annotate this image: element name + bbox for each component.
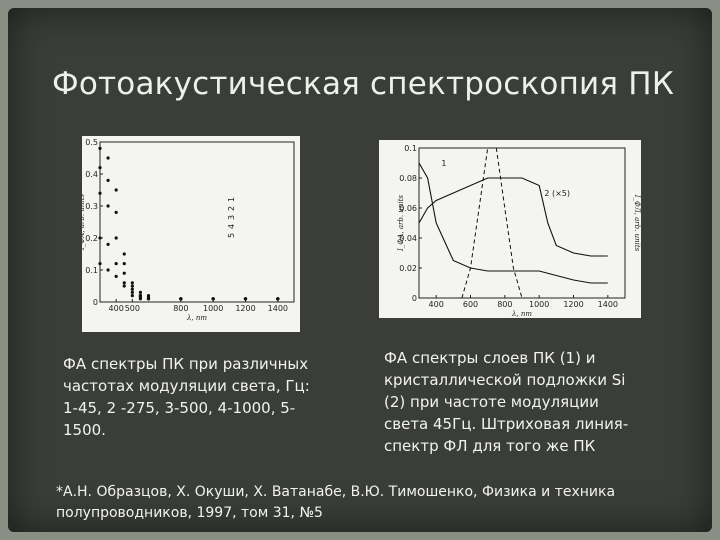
data-point-series-4 <box>114 262 118 266</box>
data-point-series-1 <box>98 146 102 150</box>
y-tick-label: 0.4 <box>85 170 98 179</box>
x-tick-label: 1400 <box>268 304 288 313</box>
data-point-series-5 <box>122 284 126 288</box>
slide-title: Фотоакустическая спектроскопия ПК <box>52 66 675 102</box>
x-tick-label: 1000 <box>529 300 549 309</box>
data-point-series-2 <box>122 262 126 266</box>
x-axis-label: λ, nm <box>186 314 207 322</box>
x-tick-label: 600 <box>463 300 478 309</box>
data-point-series-5 <box>211 297 215 301</box>
y-axis-label: I_ФА, arb. units <box>397 195 405 252</box>
plot-frame <box>99 141 295 303</box>
data-point-series-3 <box>114 236 118 240</box>
pa-spectra-chart-right: 400 600 800 1000 1200 1400 0.1 0.08 0.06 0.04 0.02… <box>397 144 641 318</box>
legend-label: 4 <box>227 224 236 229</box>
reference-citation: *А.Н. Образцов, Х. Окуши, Х. Ватанабе, В… <box>56 484 616 521</box>
caption-left: ФА спектры ПК при различных частотах мод… <box>63 355 310 439</box>
data-point-series-4 <box>130 290 134 294</box>
data-point-series-5 <box>146 297 151 301</box>
data-point-series-2 <box>130 284 134 288</box>
series-line-2 <box>418 177 608 257</box>
data-point-series-2 <box>106 178 110 182</box>
data-point-series-4 <box>98 236 102 240</box>
series-label-2: 2 (×5) <box>544 189 570 198</box>
caption-right: ФА спектры слоев ПК (1) и кристаллическо… <box>384 349 629 455</box>
pa-spectra-chart-left: 400 500 800 1000 1200 1400 0.5 0.4 0.3 0.2 0.1 0 λ, … <box>82 138 295 322</box>
data-point-series-5 <box>106 268 110 272</box>
y-tick-label: 0.5 <box>85 138 98 147</box>
data-point-series-1 <box>106 156 110 160</box>
data-point-series-3 <box>98 191 102 195</box>
data-point-series-4 <box>122 281 126 285</box>
legend-label: 5 <box>227 233 236 238</box>
data-point-series-5 <box>98 262 102 266</box>
data-point-series-1 <box>130 281 134 285</box>
legend-label: 1 <box>227 197 236 202</box>
x-tick-label: 500 <box>125 304 140 313</box>
x-tick-label: 800 <box>173 304 188 313</box>
legend-label: 2 <box>227 206 236 211</box>
y-tick-label: 0 <box>93 298 98 307</box>
y-tick-label: 0.04 <box>399 234 417 243</box>
data-point-series-5 <box>243 297 248 301</box>
series-label-1: 1 <box>441 159 446 168</box>
y-tick-label: 0.3 <box>85 202 98 211</box>
data-point-series-2 <box>114 210 118 214</box>
y-tick-label: 0.1 <box>85 266 98 275</box>
data-point-series-5 <box>114 274 118 278</box>
y-tick-label: 0 <box>412 294 417 303</box>
data-point-series-1 <box>138 290 143 294</box>
y2-axis-label: I_ФЛ, arb. units <box>633 194 641 252</box>
x-tick-label: 400 <box>429 300 444 309</box>
x-tick-label: 1200 <box>235 304 255 313</box>
data-point-series-4 <box>106 242 110 246</box>
plot-frame <box>418 147 626 299</box>
series-line-PL <box>461 147 523 299</box>
y-tick-label: 0.1 <box>404 144 417 153</box>
data-point-series-3 <box>130 287 134 291</box>
data-point-series-2 <box>98 166 102 170</box>
data-point-series-3 <box>106 204 110 208</box>
data-point-series-1 <box>114 188 118 192</box>
y-tick-label: 0.06 <box>399 204 417 213</box>
data-point-series-5 <box>179 297 183 301</box>
x-tick-label: 1200 <box>563 300 583 309</box>
figure-left: 400 500 800 1000 1200 1400 0.5 0.4 0.3 0.2 0.1 0 λ, … <box>82 136 300 332</box>
legend-label: 3 <box>227 215 236 220</box>
x-tick-label: 1000 <box>203 304 223 313</box>
data-point-series-5 <box>138 297 143 301</box>
y-tick-label: 0.2 <box>85 234 98 243</box>
data-point-series-1 <box>122 252 126 256</box>
x-tick-label: 400 <box>109 304 124 313</box>
figure-right: 400 600 800 1000 1200 1400 0.1 0.08 0.06 0.04 0.02… <box>379 140 641 318</box>
x-tick-label: 800 <box>497 300 512 309</box>
y-tick-label: 0.02 <box>399 264 417 273</box>
y-axis-label: I_ФА, arb. units <box>82 194 86 251</box>
series-line-1 <box>418 162 608 284</box>
x-tick-label: 1400 <box>598 300 618 309</box>
data-point-series-5 <box>130 294 134 298</box>
data-point-series-3 <box>122 271 126 275</box>
x-axis-label: λ, nm <box>511 310 532 318</box>
data-point-series-5 <box>276 297 280 301</box>
y-tick-label: 0.08 <box>399 174 417 183</box>
slide: Фотоакустическая спектроскопия ПК 400 500… <box>8 8 712 532</box>
